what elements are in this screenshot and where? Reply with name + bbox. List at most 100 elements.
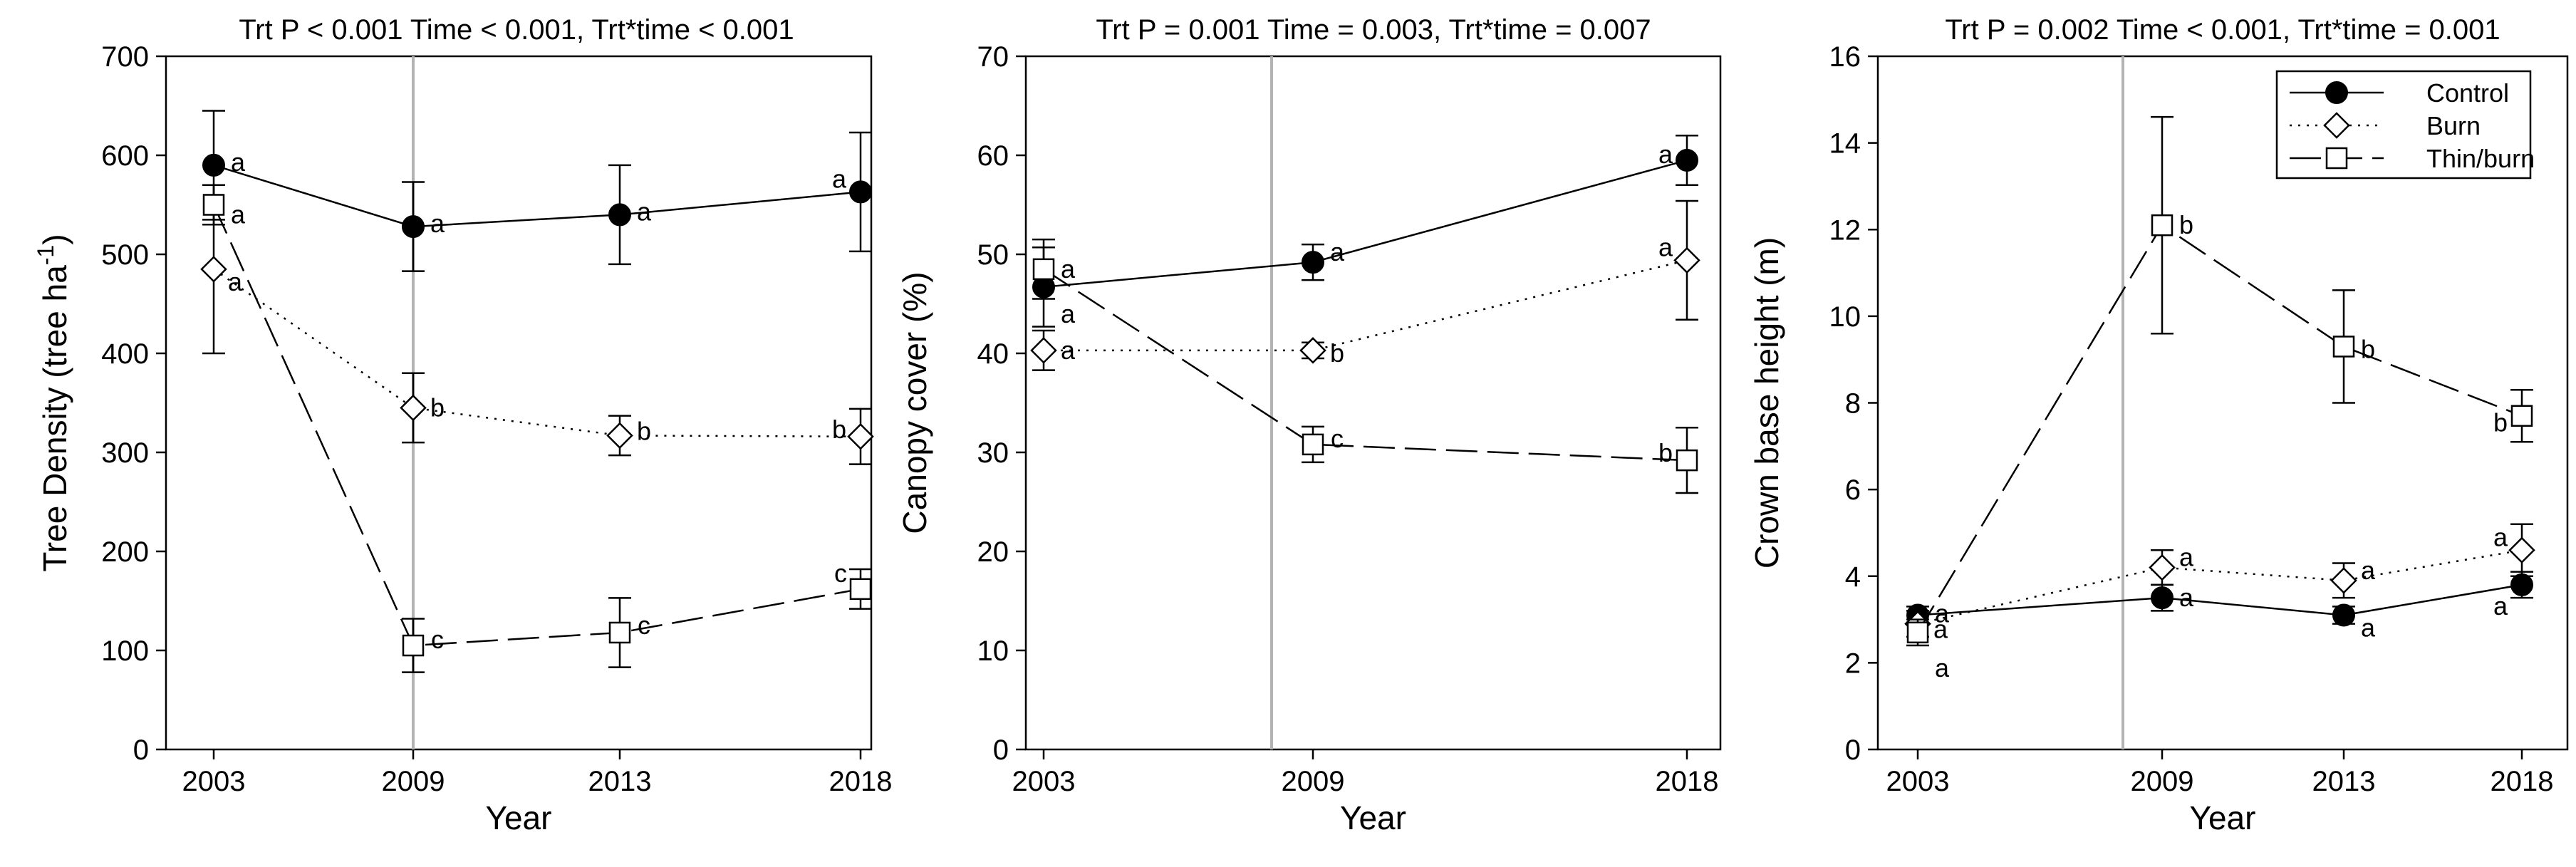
significance-letter: b: [2493, 408, 2508, 437]
burn-marker: [2149, 554, 2176, 581]
x-tick-label: 2003: [1012, 766, 1076, 797]
significance-letter: c: [638, 611, 650, 640]
control-marker: [2325, 81, 2348, 104]
legend-box: [2275, 70, 2532, 180]
series-burn: a b b b: [200, 184, 874, 465]
significance-letter: b: [2179, 210, 2193, 239]
significance-letter: a: [2179, 583, 2194, 612]
burn-marker: [1030, 337, 1057, 364]
series-line: [1917, 583, 2523, 616]
control-marker: [849, 180, 872, 204]
y-tick-label: 4: [1845, 561, 1861, 593]
thin-burn-marker: [849, 578, 872, 601]
significance-letter: b: [1330, 338, 1344, 368]
thin-burn-marker: [2151, 214, 2174, 237]
thin-burn-marker: [2510, 405, 2533, 427]
series-line: [1916, 224, 2523, 633]
y-axis-label: Crown base height (m): [1748, 237, 1785, 569]
y-tick-label: 400: [101, 338, 149, 370]
y-axis-label-main: Crown base height (m): [1748, 237, 1785, 569]
x-axis-label: Year: [1340, 799, 1406, 836]
series-line: [1917, 549, 2523, 625]
burn-marker: [2323, 112, 2350, 139]
significance-letter: a: [430, 209, 445, 238]
y-tick-label: 20: [977, 536, 1009, 568]
y-tick-label: 0: [133, 734, 149, 766]
y-tick-label: 100: [101, 635, 149, 667]
series-burn: a b a: [1030, 199, 1700, 371]
burn-marker: [1299, 337, 1326, 364]
significance-letter: b: [430, 393, 445, 422]
plot-frame: [165, 55, 873, 751]
y-tick-label: 40: [977, 338, 1009, 370]
y-tick-label: 60: [977, 140, 1009, 172]
y-tick-label: 12: [1829, 214, 1861, 246]
significance-letter: a: [2361, 613, 2376, 642]
y-tick-label: 600: [101, 140, 149, 172]
chart-title: Trt P < 0.001 Time < 0.001, Trt*time < 0…: [239, 14, 794, 46]
y-tick-label: 8: [1845, 388, 1861, 420]
y-tick-label: 10: [977, 635, 1009, 667]
burn-marker: [400, 394, 427, 422]
y-axis-label-superscript: -1: [33, 245, 58, 265]
series-line: [1043, 268, 1688, 462]
x-axis-label: Year: [2190, 799, 2256, 836]
thin-burn-marker: [2325, 147, 2348, 170]
y-tick-label: 200: [101, 536, 149, 568]
significance-letter: a: [228, 267, 243, 296]
significance-letter: a: [231, 147, 246, 177]
control-marker: [1676, 148, 1698, 172]
y-tick-label: 0: [993, 734, 1009, 766]
legend: Control Burn Thin/burn: [2275, 70, 2535, 180]
significance-letter: a: [1933, 614, 1948, 643]
chart-title: Trt P = 0.001 Time = 0.003, Trt*time = 0…: [1096, 14, 1651, 46]
thin-burn-marker: [202, 194, 225, 216]
significance-letter: b: [1658, 438, 1673, 467]
burn-marker: [606, 422, 633, 450]
x-tick-label: 2018: [829, 766, 893, 797]
control-marker: [402, 215, 425, 239]
series-burn: aa aa: [1904, 522, 2535, 638]
y-tick-label: 700: [101, 41, 149, 73]
significance-letter: a: [1061, 336, 1076, 365]
x-axis-label: Year: [486, 799, 552, 836]
x-tick-label: 2003: [1886, 766, 1950, 797]
series-control: a a a: [1032, 134, 1698, 328]
burn-marker: [2330, 567, 2357, 594]
series-line: [1043, 159, 1688, 289]
x-tick-label: 2018: [1656, 766, 1719, 797]
series-thin-burn: a b b b: [1906, 115, 2533, 682]
thin-burn-marker: [1032, 258, 1055, 281]
plot-frame: [1024, 55, 1722, 751]
y-axis-label: Tree Density (tree ha-1): [33, 234, 73, 571]
x-tick-label: 2003: [182, 766, 246, 797]
chart-panel-3: 0 2 4 6 8 10 12 14 16 2003 2009 2013 2018 Trt P = 0.0…: [1748, 14, 2569, 836]
control-marker: [2332, 603, 2355, 627]
significance-letter: a: [1658, 232, 1673, 261]
series-thin-burn: a c c c: [202, 184, 872, 673]
significance-letter: c: [431, 625, 444, 654]
significance-letter: a: [1061, 254, 1076, 284]
significance-letter: a: [2361, 556, 2376, 585]
y-tick-label: 16: [1829, 41, 1861, 73]
y-tick-label: 0: [1845, 734, 1861, 766]
series-line: [1044, 259, 1688, 352]
x-tick-label: 2013: [588, 766, 652, 797]
control-marker: [608, 203, 631, 227]
thin-burn-marker: [2332, 336, 2355, 358]
significance-letter: a: [2493, 522, 2508, 551]
burn-marker: [2508, 536, 2535, 564]
control-marker: [2510, 573, 2533, 596]
significance-letter: c: [1331, 424, 1344, 453]
y-tick-label: 6: [1845, 474, 1861, 506]
y-tick-label: 2: [1845, 648, 1861, 679]
y-axis-label: Canopy cover (%): [896, 271, 933, 534]
thin-burn-marker: [1302, 433, 1324, 456]
y-tick-label: 300: [101, 437, 149, 469]
y-axis-label-main: Tree Density (tree ha: [36, 265, 73, 572]
thin-burn-marker: [608, 621, 631, 644]
significance-letter: a: [1658, 140, 1673, 169]
significance-letter: a: [2179, 543, 2194, 572]
